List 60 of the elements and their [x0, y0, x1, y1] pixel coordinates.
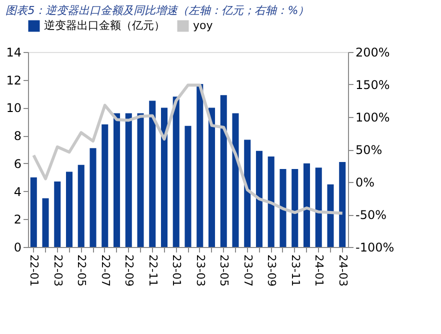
bar: [42, 198, 49, 247]
bar: [125, 113, 132, 247]
bar: [90, 148, 96, 247]
y2-tick-label: -100%: [356, 240, 394, 254]
bar: [220, 95, 227, 247]
bar: [66, 172, 73, 247]
x-tick-label: 22-05: [75, 254, 88, 286]
x-tick-label: 23-09: [265, 254, 278, 286]
x-tick-label: 23-11: [288, 254, 302, 286]
bar: [102, 124, 108, 247]
bar: [172, 96, 180, 247]
x-tick-label: 22-09: [122, 254, 136, 286]
bar: [232, 113, 239, 247]
bar: [54, 182, 61, 247]
bar: [303, 163, 310, 247]
x-tick-label: 23-03: [194, 254, 207, 286]
y-tick-label: 2: [14, 212, 22, 227]
x-tick-label: 23-01: [170, 254, 184, 286]
x-tick-label: 22-03: [51, 254, 64, 286]
y2-tick-label: 100%: [356, 110, 390, 124]
y2-tick-label: 150%: [356, 78, 390, 92]
bar: [292, 169, 298, 247]
y-tick-label: 14: [6, 46, 22, 60]
x-tick-label: 22-01: [28, 254, 41, 286]
y-tick-label: 10: [6, 101, 22, 116]
bar: [137, 113, 144, 247]
bar: [339, 162, 346, 247]
chart-title: 图表5：逆变器出口金额及同比增速（左轴：亿元；右轴：%）: [6, 4, 310, 17]
bar: [208, 108, 216, 247]
x-tick-label: 23-05: [218, 254, 231, 286]
y-tick-label: 4: [14, 184, 22, 199]
bar: [113, 113, 120, 247]
y-tick-label: 6: [14, 156, 22, 171]
bar: [78, 164, 84, 247]
y-tick-label: 12: [6, 73, 22, 88]
y2-tick-label: -50%: [356, 208, 387, 222]
x-tick-label: 22-11: [146, 254, 160, 286]
legend-label: 逆变器出口金额（亿元）: [44, 19, 165, 32]
bar: [30, 177, 37, 247]
bar: [327, 184, 334, 247]
y-tick-label: 0: [14, 240, 22, 254]
bar: [160, 108, 168, 247]
bar: [244, 140, 251, 247]
bar: [196, 84, 204, 247]
x-tick-label: 24-01: [312, 254, 326, 286]
y2-tick-label: 200%: [356, 46, 390, 60]
x-tick-label: 23-07: [241, 254, 254, 286]
legend-label: yoy: [193, 19, 214, 32]
bar: [268, 156, 274, 247]
x-tick-label: 24-03: [336, 254, 350, 286]
y-tick-label: 8: [14, 129, 22, 144]
bar: [149, 100, 156, 247]
bar: [256, 150, 263, 247]
y2-tick-label: 50%: [356, 143, 382, 157]
line-series: [32, 84, 344, 215]
bar: [315, 168, 322, 247]
bar: [280, 169, 286, 247]
bar: [184, 126, 192, 247]
y2-tick-label: 0%: [356, 176, 375, 190]
x-tick-label: 22-07: [98, 254, 112, 286]
